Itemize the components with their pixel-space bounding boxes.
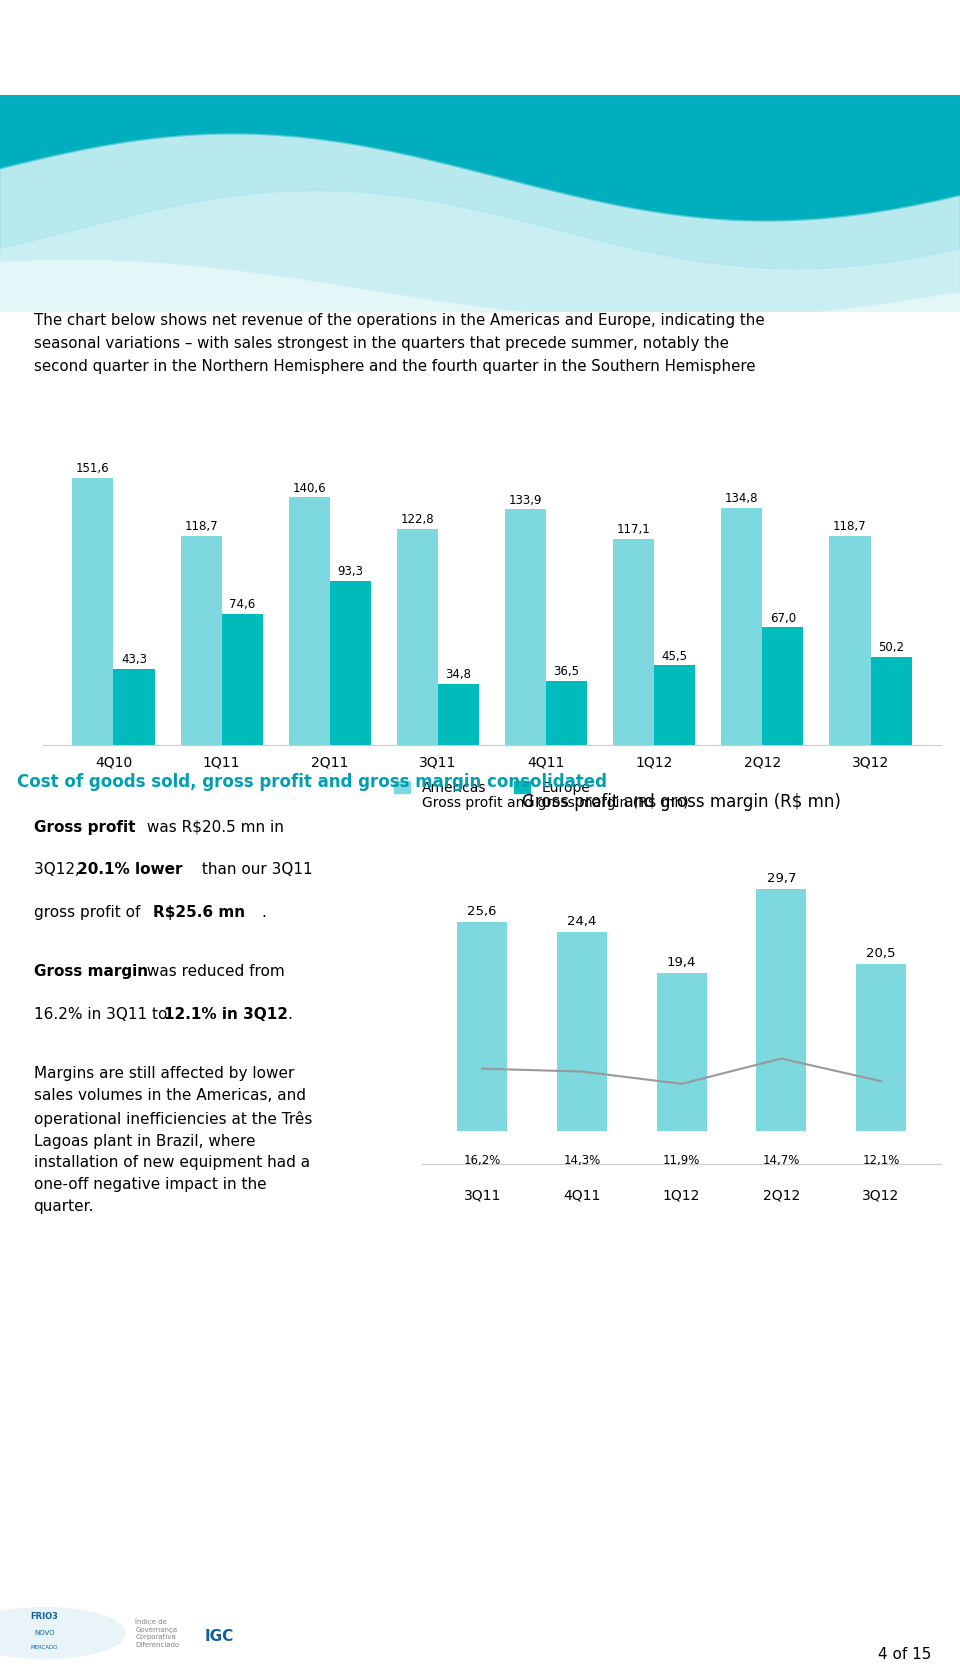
Text: gross profit of: gross profit of — [34, 905, 145, 920]
Text: The chart below shows net revenue of the operations in the Americas and Europe, : The chart below shows net revenue of the… — [34, 313, 764, 374]
Text: Índice de
Governança
Corporativa
Diferenciado: Índice de Governança Corporativa Diferen… — [135, 1618, 180, 1648]
Text: 14,3%: 14,3% — [564, 1154, 601, 1167]
Bar — [396, 529, 438, 745]
Bar — [829, 536, 871, 745]
Text: Results 3Q12: Results 3Q12 — [765, 37, 931, 57]
Bar — [654, 665, 695, 745]
Bar — [72, 477, 113, 745]
Text: R$25.6 mn: R$25.6 mn — [153, 905, 245, 920]
Text: 122,8: 122,8 — [400, 513, 434, 526]
Text: 34,8: 34,8 — [445, 668, 471, 682]
Text: 20,5: 20,5 — [866, 946, 896, 960]
Text: was R$20.5 mn in: was R$20.5 mn in — [142, 819, 283, 834]
Text: Metalfrio: Metalfrio — [72, 34, 215, 62]
Bar — [721, 508, 762, 745]
Text: 93,3: 93,3 — [337, 564, 363, 578]
Text: 11,9%: 11,9% — [663, 1154, 700, 1167]
Text: 118,7: 118,7 — [184, 521, 218, 533]
Circle shape — [0, 1608, 125, 1658]
Text: 50,2: 50,2 — [878, 642, 904, 655]
Text: Cost of goods sold, gross profit and gross margin consolidated: Cost of goods sold, gross profit and gro… — [17, 774, 608, 791]
Bar — [438, 683, 479, 745]
Text: 20.1% lower: 20.1% lower — [77, 863, 182, 878]
Text: Gross profit: Gross profit — [34, 819, 135, 834]
Bar — [457, 923, 507, 1131]
Text: .: . — [261, 905, 266, 920]
Text: ❆: ❆ — [24, 34, 50, 62]
Bar — [222, 613, 263, 745]
Text: 36,5: 36,5 — [554, 665, 580, 678]
Text: FRIO3: FRIO3 — [31, 1611, 59, 1621]
Text: 24,4: 24,4 — [567, 915, 596, 928]
Text: 14,7%: 14,7% — [762, 1154, 800, 1167]
Text: 16,2%: 16,2% — [464, 1154, 501, 1167]
Text: 29,7: 29,7 — [766, 871, 796, 884]
Text: IGC: IGC — [205, 1630, 234, 1643]
Text: 134,8: 134,8 — [725, 492, 758, 506]
Text: 45,5: 45,5 — [661, 650, 687, 663]
Bar — [871, 657, 912, 745]
Bar — [113, 668, 155, 745]
Title: Gross profit and gross margin (R$ mn): Gross profit and gross margin (R$ mn) — [522, 792, 841, 811]
Text: 43,3: 43,3 — [121, 653, 147, 667]
Text: 12,1%: 12,1% — [862, 1154, 900, 1167]
Bar — [330, 581, 371, 745]
Bar — [557, 931, 607, 1131]
Text: 133,9: 133,9 — [509, 494, 542, 506]
Text: was reduced from: was reduced from — [142, 965, 284, 980]
Bar — [289, 497, 330, 745]
Bar — [505, 509, 546, 745]
Bar — [180, 536, 222, 745]
Bar — [762, 626, 804, 745]
Text: MERCADO: MERCADO — [31, 1645, 59, 1650]
Bar — [756, 889, 806, 1131]
Text: 4 of 15: 4 of 15 — [877, 1647, 931, 1662]
Legend: Americas, Europe: Americas, Europe — [388, 776, 596, 801]
Text: .: . — [288, 1007, 293, 1022]
Bar — [657, 973, 707, 1131]
Bar — [856, 963, 906, 1131]
Text: 67,0: 67,0 — [770, 611, 796, 625]
Text: Solutions: Solutions — [206, 34, 353, 62]
Text: 140,6: 140,6 — [293, 482, 326, 494]
Text: 19,4: 19,4 — [667, 956, 696, 968]
Text: 118,7: 118,7 — [833, 521, 867, 533]
Text: Gross margin: Gross margin — [34, 965, 148, 980]
Bar — [613, 539, 654, 745]
Text: NOVO: NOVO — [35, 1630, 55, 1636]
Text: 16.2% in 3Q11 to: 16.2% in 3Q11 to — [34, 1007, 172, 1022]
Text: 25,6: 25,6 — [468, 905, 497, 918]
Text: 12.1% in 3Q12: 12.1% in 3Q12 — [164, 1007, 288, 1022]
Text: 74,6: 74,6 — [229, 598, 255, 611]
Text: 117,1: 117,1 — [616, 523, 651, 536]
Text: 151,6: 151,6 — [76, 462, 109, 476]
Text: 3Q12,: 3Q12, — [34, 863, 84, 878]
Bar — [546, 682, 588, 745]
Text: than our 3Q11: than our 3Q11 — [197, 863, 312, 878]
Text: Margins are still affected by lower
sales volumes in the Americas, and
operation: Margins are still affected by lower sale… — [34, 1065, 312, 1214]
Text: Gross profit and gross margin (R$ mn): Gross profit and gross margin (R$ mn) — [422, 796, 689, 809]
